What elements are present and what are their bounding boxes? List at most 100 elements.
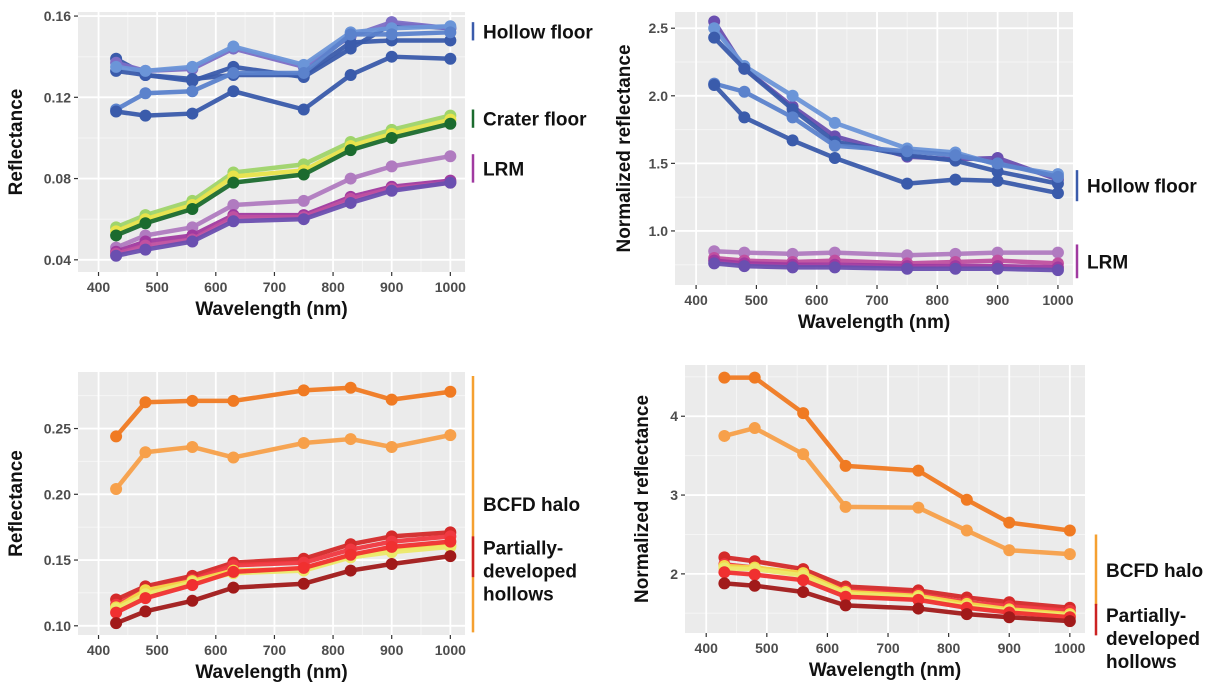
- x-tick-label: 600: [204, 642, 228, 658]
- group-label: Hollow floor: [483, 22, 593, 43]
- series-line: [711, 255, 1061, 266]
- y-axis-label: Normalized reflectance: [632, 395, 653, 603]
- series-line: [113, 121, 453, 238]
- data-point: [139, 446, 152, 459]
- data-point: [1051, 264, 1064, 277]
- series-line: [113, 553, 453, 626]
- data-point: [748, 579, 761, 592]
- series-line: [113, 432, 453, 492]
- data-point: [186, 440, 199, 453]
- data-point: [828, 139, 841, 152]
- y-tick-label: 0.25: [44, 421, 71, 437]
- data-point: [949, 262, 962, 275]
- data-point: [139, 217, 152, 230]
- data-point: [297, 66, 310, 79]
- data-point: [139, 64, 152, 77]
- data-point: [227, 394, 240, 407]
- data-point: [839, 459, 852, 472]
- data-point: [444, 535, 457, 548]
- data-point: [797, 574, 810, 587]
- data-point: [186, 594, 199, 607]
- data-point: [344, 548, 357, 561]
- data-point: [444, 385, 457, 398]
- x-tick-label: 700: [865, 292, 889, 308]
- data-point: [297, 213, 310, 226]
- data-point: [708, 22, 721, 35]
- data-point: [1051, 187, 1064, 200]
- data-point: [344, 68, 357, 81]
- data-point: [960, 608, 973, 621]
- data-point: [227, 198, 240, 211]
- series-line: [113, 153, 453, 250]
- series-line: [113, 113, 453, 230]
- series-line: [113, 117, 453, 234]
- data-point: [139, 87, 152, 100]
- data-point: [385, 28, 398, 41]
- data-point: [718, 371, 731, 384]
- x-tick-label: 400: [695, 640, 719, 656]
- data-point: [991, 262, 1004, 275]
- y-tick-label: 2.5: [649, 20, 669, 36]
- data-point: [344, 144, 357, 157]
- y-tick-label: 1.0: [649, 223, 669, 239]
- x-tick-label: 1000: [435, 279, 466, 295]
- x-tick-label: 400: [684, 292, 708, 308]
- data-point: [797, 586, 810, 599]
- data-point: [786, 134, 799, 147]
- x-tick-label: 1000: [1054, 640, 1085, 656]
- x-tick-label: 1000: [435, 642, 466, 658]
- data-point: [718, 566, 731, 579]
- series-line: [113, 530, 453, 602]
- data-point: [344, 28, 357, 41]
- data-point: [385, 557, 398, 570]
- x-axis-label: Wavelength (nm): [809, 660, 961, 681]
- data-point: [1063, 524, 1076, 537]
- data-point: [949, 149, 962, 162]
- data-point: [718, 429, 731, 442]
- series-line: [711, 248, 1061, 258]
- data-point: [139, 396, 152, 409]
- data-point: [912, 501, 925, 514]
- data-point: [786, 261, 799, 274]
- x-tick-label: 800: [321, 279, 345, 295]
- data-point: [748, 568, 761, 581]
- y-tick-label: 0.10: [44, 618, 71, 634]
- data-point: [748, 422, 761, 435]
- data-point: [385, 184, 398, 197]
- data-point: [444, 52, 457, 65]
- y-tick-label: 0.20: [44, 486, 71, 502]
- x-tick-label: 1000: [1042, 292, 1073, 308]
- data-point: [186, 394, 199, 407]
- group-label: LRM: [1087, 252, 1128, 273]
- panel-p2: 400 500 600 700 800 900 1000 1.0 1.5 2.0 2.5 Wavele…: [614, 12, 1197, 333]
- data-point: [708, 257, 721, 270]
- data-point: [797, 407, 810, 420]
- x-axis-label: Wavelength (nm): [195, 299, 347, 320]
- group-label: developed: [1106, 629, 1200, 650]
- x-tick-label: 900: [986, 292, 1010, 308]
- data-point: [901, 262, 914, 275]
- series-line: [113, 385, 453, 439]
- y-tick-label: 3: [670, 487, 678, 503]
- data-point: [186, 73, 199, 86]
- data-point: [797, 448, 810, 461]
- series-line: [113, 30, 453, 112]
- data-point: [738, 62, 751, 75]
- group-label: Partially-: [483, 538, 563, 559]
- data-point: [960, 524, 973, 537]
- data-point: [344, 564, 357, 577]
- data-point: [186, 85, 199, 98]
- y-axis-label: Normalized reflectance: [614, 44, 635, 252]
- x-tick-label: 600: [204, 279, 228, 295]
- data-point: [738, 85, 751, 98]
- x-axis-label: Wavelength (nm): [195, 662, 347, 683]
- data-point: [748, 371, 761, 384]
- data-point: [297, 384, 310, 397]
- x-tick-label: 500: [145, 642, 169, 658]
- y-axis-label: Reflectance: [6, 450, 27, 557]
- data-point: [297, 103, 310, 116]
- series-line: [113, 180, 453, 258]
- data-point: [839, 500, 852, 513]
- x-tick-label: 400: [87, 642, 111, 658]
- data-point: [960, 493, 973, 506]
